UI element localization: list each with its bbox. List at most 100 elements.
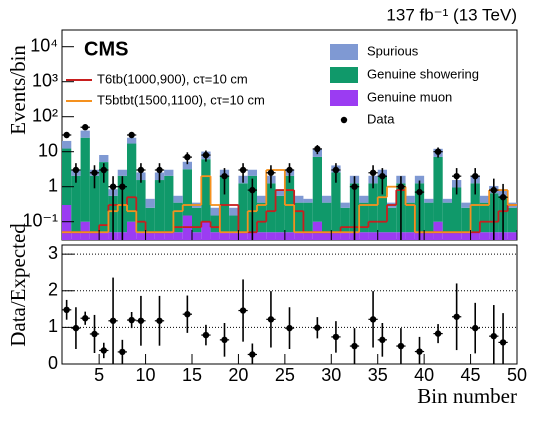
ratio-point xyxy=(397,342,405,350)
y-tick-label: 10⁻¹ xyxy=(22,210,58,230)
histogram-bar xyxy=(127,143,137,222)
histogram-bar xyxy=(173,232,183,240)
histogram-bar xyxy=(257,202,267,233)
histogram-bar xyxy=(461,202,471,208)
histogram-bar xyxy=(470,232,480,240)
ratio-point xyxy=(434,330,442,337)
x-tick-label: 10 xyxy=(136,365,156,385)
data-point xyxy=(100,166,107,174)
data-point xyxy=(472,172,479,180)
ratio-point xyxy=(119,348,126,356)
x-tick-label: 20 xyxy=(228,365,248,385)
ratio-point xyxy=(202,331,210,339)
x-tick-label: 25 xyxy=(275,365,295,385)
ratio-point xyxy=(490,332,497,340)
histogram-bar xyxy=(173,202,183,233)
data-point xyxy=(490,186,497,194)
ratio-point xyxy=(453,313,460,320)
histogram-bar xyxy=(219,232,230,240)
ratio-point xyxy=(369,316,377,323)
histogram-bar xyxy=(145,232,155,240)
histogram-bar xyxy=(89,232,100,240)
histogram-bar xyxy=(322,195,332,203)
ratio-point xyxy=(184,311,191,318)
data-point xyxy=(156,166,163,174)
ratio-point xyxy=(472,324,479,332)
histogram-bar xyxy=(127,137,137,144)
histogram-bar xyxy=(154,180,165,233)
histogram-bar xyxy=(210,215,220,233)
ratio-point xyxy=(249,351,256,358)
histogram-bar xyxy=(127,221,137,240)
histogram-bar xyxy=(452,232,462,240)
data-point xyxy=(72,166,80,174)
data-point xyxy=(416,188,423,196)
ratio-tick-label: 2 xyxy=(48,280,58,300)
ratio-point xyxy=(416,348,423,355)
legend-label: Genuine showering xyxy=(367,66,479,81)
histogram-bar xyxy=(387,207,397,233)
histogram-bar xyxy=(507,232,517,240)
histogram-bar xyxy=(377,232,387,240)
data-point xyxy=(351,183,358,190)
histogram-bar xyxy=(164,169,174,176)
histogram-bar xyxy=(414,175,425,184)
ratio-point xyxy=(63,306,70,314)
ratio-point xyxy=(286,324,293,332)
histogram-bar xyxy=(312,156,322,222)
y-axis-label: Events/bin xyxy=(6,45,30,135)
histogram-bar xyxy=(266,232,276,240)
data-point xyxy=(453,172,460,180)
ratio-axis-label: Data/Expected xyxy=(6,223,30,347)
histogram-bar xyxy=(238,232,248,240)
ratio-point xyxy=(379,336,386,344)
histogram-bar xyxy=(62,148,72,205)
histogram-bar xyxy=(80,130,90,138)
histogram-bar xyxy=(470,183,480,233)
histogram-bar xyxy=(145,198,155,208)
histogram-bar xyxy=(173,195,183,203)
histogram-bar xyxy=(424,198,434,203)
histogram-bar xyxy=(266,183,276,233)
histogram-bar xyxy=(247,169,257,176)
data-point xyxy=(397,183,405,190)
histogram-bar xyxy=(99,232,109,240)
ratio-point xyxy=(128,316,135,324)
histogram-bar xyxy=(294,202,304,233)
histogram-bar xyxy=(164,232,174,240)
data-point xyxy=(202,151,210,159)
histogram-bar xyxy=(192,232,202,240)
histogram-bar xyxy=(340,207,350,233)
histogram-bar xyxy=(368,232,378,240)
histogram-bar xyxy=(359,202,369,233)
x-tick-label: 50 xyxy=(507,365,527,385)
ratio-tick-label: 0 xyxy=(48,353,58,373)
y-tick-label: 10⁴ xyxy=(30,35,58,55)
histogram-bar xyxy=(164,175,174,233)
data-point xyxy=(314,145,321,153)
histogram-bar xyxy=(479,195,490,203)
histogram-bar xyxy=(136,232,146,240)
legend-label: Spurious xyxy=(367,43,419,58)
histogram-bar xyxy=(340,232,350,240)
histogram-bar xyxy=(136,180,146,233)
ratio-point xyxy=(156,317,163,324)
histogram-bar xyxy=(99,162,109,233)
histogram-bar xyxy=(479,232,490,240)
histogram-bar xyxy=(201,221,211,240)
legend-marker xyxy=(340,116,348,124)
data-point xyxy=(221,172,228,180)
histogram-bar xyxy=(461,232,471,240)
x-tick-label: 5 xyxy=(94,365,104,385)
ratio-point xyxy=(72,324,80,332)
experiment-label: CMS xyxy=(84,38,128,60)
histogram-bar xyxy=(229,232,239,240)
histogram-bar xyxy=(219,175,230,233)
data-point xyxy=(91,169,98,176)
y-tick-label: 10² xyxy=(32,105,58,125)
histogram-bar xyxy=(303,198,313,203)
histogram-bar xyxy=(405,202,415,233)
data-point xyxy=(332,166,340,174)
data-point xyxy=(239,166,247,174)
